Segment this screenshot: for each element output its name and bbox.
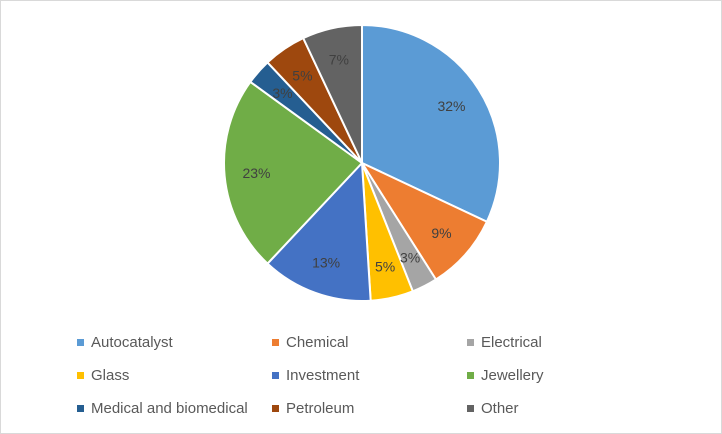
legend-label-other: Other — [481, 399, 519, 417]
legend-swatch-autocatalyst — [77, 338, 84, 346]
legend-item-jewellery: Jewellery — [467, 364, 662, 386]
legend-label-electrical: Electrical — [481, 333, 542, 351]
data-label-other: 7% — [329, 52, 349, 68]
pie-slice-autocatalyst — [361, 23, 501, 224]
data-label-autocatalyst: 32% — [437, 98, 465, 114]
legend-swatch-medical-and-biomedical — [77, 404, 84, 412]
legend-label-autocatalyst: Autocatalyst — [91, 333, 173, 351]
legend-item-other: Other — [467, 397, 662, 419]
legend-swatch-glass — [77, 371, 84, 379]
legend-item-glass: Glass — [77, 364, 272, 386]
legend-item-chemical: Chemical — [272, 331, 467, 353]
legend-swatch-jewellery — [467, 371, 474, 379]
legend-label-glass: Glass — [91, 366, 130, 384]
pie-slice-other — [301, 23, 363, 164]
legend-item-investment: Investment — [272, 364, 467, 386]
legend-swatch-petroleum — [272, 404, 279, 412]
legend-item-medical-and-biomedical: Medical and biomedical — [77, 397, 272, 419]
legend-label-investment: Investment — [286, 366, 360, 384]
legend-item-autocatalyst: Autocatalyst — [77, 331, 272, 353]
pie-slice-investment — [266, 160, 372, 303]
data-label-medical-and-biomedical: 3% — [272, 85, 292, 101]
data-label-glass: 5% — [375, 258, 395, 274]
legend-label-medical-and-biomedical: Medical and biomedical — [91, 399, 248, 417]
legend-item-electrical: Electrical — [467, 331, 662, 353]
pie-data-labels: 32%9%3%5%13%23%3%5%7% — [242, 52, 465, 275]
data-label-investment: 13% — [312, 255, 340, 271]
pie-slice-jewellery — [223, 80, 364, 266]
data-label-electrical: 3% — [400, 249, 420, 265]
legend-label-chemical: Chemical — [286, 333, 349, 351]
pie-slices — [223, 23, 501, 303]
legend-swatch-investment — [272, 371, 279, 379]
data-label-chemical: 9% — [431, 225, 451, 241]
legend: Autocatalyst Chemical Electrical Glass I… — [77, 331, 677, 419]
legend-swatch-chemical — [272, 338, 279, 346]
legend-swatch-electrical — [467, 338, 474, 346]
legend-item-petroleum: Petroleum — [272, 397, 467, 419]
data-label-petroleum: 5% — [292, 67, 312, 83]
data-label-jewellery: 23% — [242, 165, 270, 181]
legend-label-petroleum: Petroleum — [286, 399, 355, 417]
legend-swatch-other — [467, 404, 474, 412]
legend-label-jewellery: Jewellery — [481, 366, 544, 384]
